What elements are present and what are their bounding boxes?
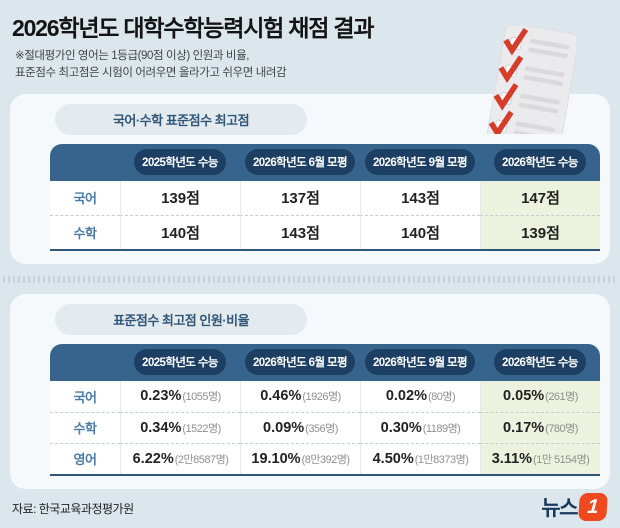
ratio-pct: 6.22%	[132, 450, 174, 467]
ratio-pct-highlight: 3.11%	[491, 450, 533, 467]
ratio-count: (1만8373명)	[414, 453, 469, 466]
ratio-pct: 0.46%	[260, 388, 302, 404]
ratio-pct: 4.50%	[372, 450, 414, 467]
column-header-2025-suneung: 2025학년도 수능	[134, 149, 226, 175]
page-note: ※절대평가인 영어는 1등급(90점 이상) 인원과 비율, 표준점수 최고점은…	[15, 48, 608, 83]
news1-logo-badge: 1	[578, 493, 608, 521]
column-header-june-mock: 2026학년도 6월 모평	[244, 349, 356, 375]
score-cell: 143점	[401, 190, 440, 207]
column-header-sept-mock: 2026학년도 9월 모평	[364, 349, 476, 375]
section-ratio-label: 표준점수 최고점 인원·비율	[55, 303, 307, 335]
note-line-1: ※절대평가인 영어는 1등급(90점 이상) 인원과 비율,	[15, 50, 250, 62]
score-cell: 137점	[281, 190, 320, 207]
news1-logo: 뉴스 1	[541, 492, 608, 522]
row-label-korean: 국어	[73, 191, 97, 206]
ratio-pct: 19.10%	[251, 450, 301, 467]
news1-logo-text: 뉴스	[541, 497, 578, 520]
row-label-english: 영어	[73, 452, 97, 467]
ratio-pct: 0.09%	[263, 419, 305, 436]
ratio-pct: 0.02%	[385, 388, 427, 404]
score-cell: 139점	[161, 190, 200, 207]
ratio-count: (1189명)	[422, 422, 461, 435]
ratio-count: (8만392명)	[301, 453, 351, 466]
row-label-korean: 국어	[73, 389, 97, 405]
score-table-body: 국어 139점 137점 143점 147점 수학 140점 143점 140점…	[50, 180, 600, 251]
checklist-paper-icon	[485, 26, 576, 134]
score-cell-highlight: 139점	[521, 224, 560, 242]
row-label-math: 수학	[73, 225, 97, 241]
ratio-pct-highlight: 0.05%	[503, 388, 545, 404]
section-ratio-table: 표준점수 최고점 인원·비율 2025학년도 수능 2026학년도 6월 모평 …	[10, 293, 610, 489]
ratio-count: (1522명)	[182, 422, 221, 435]
score-cell-highlight: 147점	[521, 190, 560, 207]
checklist-illustration	[472, 26, 576, 134]
ratio-count: (356명)	[305, 422, 338, 435]
column-header-june-mock: 2026학년도 6월 모평	[244, 149, 356, 175]
ratio-count: (1926명)	[302, 391, 341, 403]
score-table-header: 2025학년도 수능 2026학년도 6월 모평 2026학년도 9월 모평 2…	[50, 143, 600, 181]
source-credit: 자료: 한국교육과정평가원	[12, 502, 134, 516]
column-header-2026-suneung: 2026학년도 수능	[494, 149, 586, 175]
column-header-2026-suneung: 2026학년도 수능	[494, 349, 586, 375]
table-row-math: 수학 0.34% (1522명) 0.09% (356명) 0.30% (1189명)…	[50, 411, 600, 443]
column-header-2025-suneung: 2025학년도 수능	[134, 349, 226, 375]
ratio-pct: 0.34%	[140, 419, 182, 436]
section-score-label: 국어·수학 표준점수 최고점	[55, 103, 307, 135]
score-cell: 143점	[281, 224, 320, 242]
ratio-table-body: 국어 0.23% (1055명) 0.46% (1926명) 0.02% (80명) …	[50, 380, 600, 476]
page-header: 2026학년도 대학수학능력시험 채점 결과 ※절대평가인 영어는 1등급(90…	[0, 0, 620, 83]
score-cell: 140점	[401, 224, 440, 242]
note-line-2: 표준점수 최고점은 시험이 어려우면 올라가고 쉬우면 내려감	[15, 67, 287, 80]
table-row-english: 영어 6.22% (2만8587명) 19.10% (8만392명) 4.50% (1…	[50, 442, 600, 474]
news1-logo-number: 1	[586, 495, 600, 518]
ratio-count: (261명)	[545, 391, 578, 403]
table-row-korean: 국어 139점 137점 143점 147점	[50, 180, 600, 215]
ratio-pct-highlight: 0.17%	[503, 419, 545, 436]
score-cell: 140점	[161, 224, 200, 242]
page-title: 2026학년도 대학수학능력시험 채점 결과	[12, 15, 375, 41]
table-row-korean: 국어 0.23% (1055명) 0.46% (1926명) 0.02% (80명) …	[50, 380, 600, 412]
ratio-count: (1055명)	[182, 391, 221, 403]
score-table: 2025학년도 수능 2026학년도 6월 모평 2026학년도 9월 모평 2…	[50, 143, 600, 251]
row-label-math: 수학	[73, 421, 97, 436]
ratio-count: (780명)	[545, 422, 578, 435]
ratio-pct: 0.23%	[140, 388, 182, 404]
ratio-count: (80명)	[427, 391, 456, 403]
table-row-math: 수학 140점 143점 140점 139점	[50, 214, 600, 249]
ratio-table-header: 2025학년도 수능 2026학년도 6월 모평 2026학년도 9월 모평 2…	[50, 343, 600, 381]
ratio-table: 2025학년도 수능 2026학년도 6월 모평 2026학년도 9월 모평 2…	[50, 343, 600, 476]
section-divider	[3, 275, 617, 283]
ratio-pct: 0.30%	[380, 419, 422, 436]
ratio-count: (2만8587명)	[174, 453, 229, 466]
column-header-sept-mock: 2026학년도 9월 모평	[364, 149, 476, 175]
ratio-count: (1만 5154명)	[533, 453, 590, 466]
